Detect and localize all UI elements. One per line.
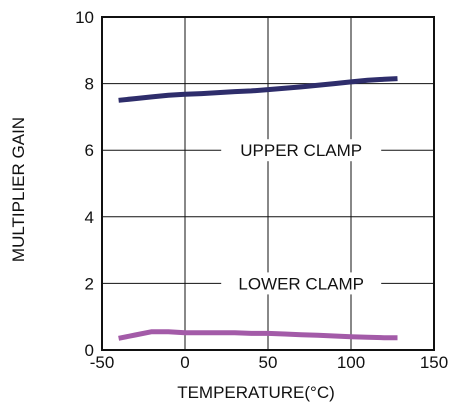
series-lines [118,76,398,341]
y-tick-label: 6 [85,141,94,160]
upper-clamp-line [118,76,398,103]
x-tick-label: -50 [90,353,115,372]
x-tick-label: 50 [259,353,278,372]
upper-clamp-label: UPPER CLAMP [240,141,362,160]
grid-lines [102,17,434,350]
y-tick-label: 0 [85,341,94,360]
annotations: UPPER CLAMP LOWER CLAMP [221,139,382,295]
x-tick-label: 0 [180,353,189,372]
y-axis-label: MULTIPLIER GAIN [9,117,28,262]
x-tick-label: 150 [420,353,448,372]
x-tick-label: 100 [337,353,365,372]
lower-clamp-label: LOWER CLAMP [238,274,364,293]
y-tick-label: 2 [85,274,94,293]
annotation-bg [221,139,382,162]
y-tick-label: 10 [75,8,94,27]
annotation-bg [221,272,382,295]
x-axis-label: TEMPERATURE(°C) [177,383,335,402]
y-tick-label: 4 [85,208,94,227]
lower-clamp-line [118,329,398,341]
y-tick-label: 8 [85,75,94,94]
plot-frame [101,16,435,351]
